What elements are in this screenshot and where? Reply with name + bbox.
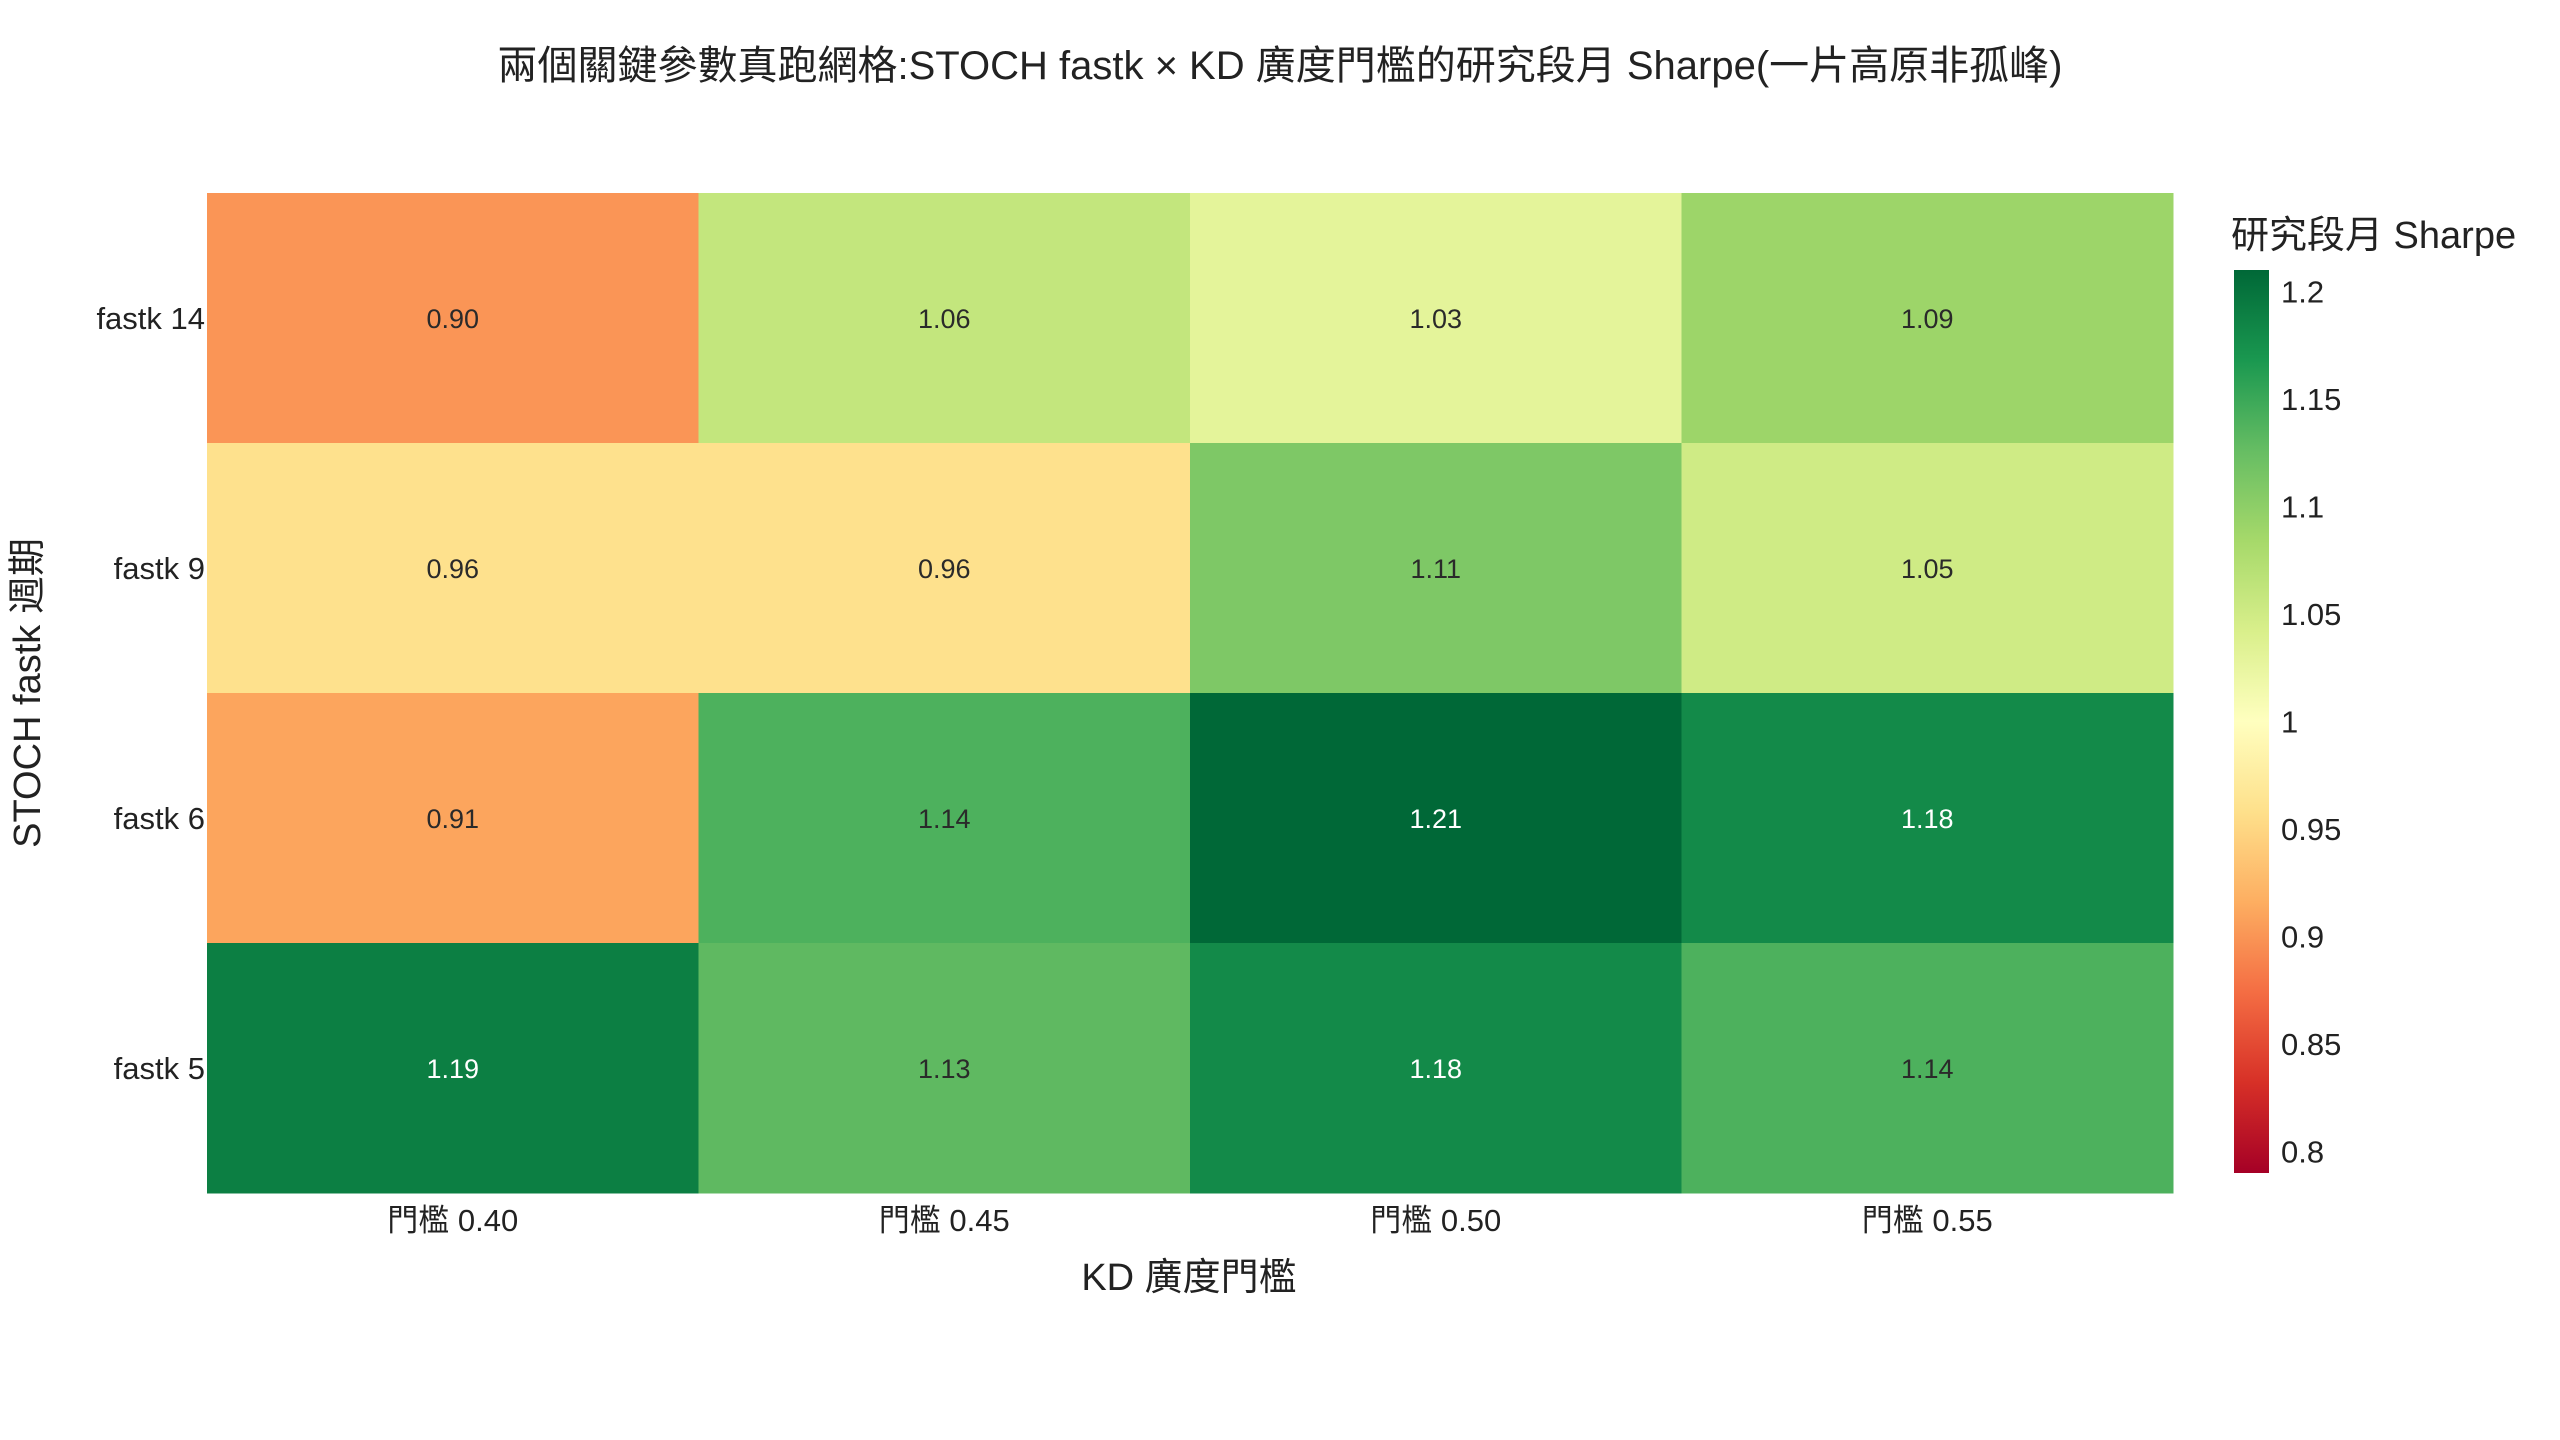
heatmap-cells [207,193,2174,1194]
colorbar-tick-label: 1 [2281,705,2298,740]
heatmap-cell [698,443,1191,694]
cell-value-label: 0.96 [918,554,971,584]
cell-value-label: 1.19 [426,1054,479,1084]
heatmap-cell [1681,193,2174,444]
colorbar-tick-label: 1.15 [2281,382,2341,417]
heatmap-cell-labels: 0.90 1.06 1.03 1.09 0.96 0.96 1.11 1.05 0.91 1.14… [426,304,1953,1084]
heatmap-cell [207,193,699,444]
cell-value-label: 1.03 [1409,304,1462,334]
x-tick-label: 門檻 0.50 [1370,1203,1501,1238]
heatmap-cell [1681,943,2174,1194]
cell-value-label: 1.18 [1409,1054,1462,1084]
heatmap-cell [1190,443,1682,694]
cell-value-label: 0.91 [426,804,479,834]
colorbar-tick-label: 0.9 [2281,920,2324,955]
heatmap-cell [1190,193,1682,444]
heatmap-cell [698,943,1191,1194]
x-tick-label: 門檻 0.55 [1862,1203,1993,1238]
heatmap-cell [1190,693,1682,944]
cell-value-label: 1.14 [1901,1054,1954,1084]
colorbar: 研究段月 Sharpe 0.8 0.85 0.9 0.95 1 1.05 1.1 1.15 1.… [2231,215,2516,1173]
cell-value-label: 1.18 [1901,804,1954,834]
colorbar-ticks: 0.8 0.85 0.9 0.95 1 1.05 1.1 1.15 1.2 [2281,275,2341,1170]
y-tick-label: fastk 6 [114,801,205,836]
cell-value-label: 1.05 [1901,554,1954,584]
x-axis-ticks: 門檻 0.40 門檻 0.45 門檻 0.50 門檻 0.55 [387,1203,1992,1238]
y-tick-label: fastk 5 [114,1051,205,1086]
heatmap-cell [207,443,699,694]
heatmap-cell [698,693,1191,944]
colorbar-tick-label: 0.8 [2281,1135,2324,1170]
heatmap-cell [207,693,699,944]
x-axis-title: KD 廣度門檻 [1081,1257,1296,1299]
cell-value-label: 1.13 [918,1054,971,1084]
x-tick-label: 門檻 0.40 [387,1203,518,1238]
heatmap-cell [1681,693,2174,944]
heatmap-cell [1681,443,2174,694]
cell-value-label: 1.06 [918,304,971,334]
x-tick-label: 門檻 0.45 [879,1203,1010,1238]
colorbar-tick-label: 0.85 [2281,1027,2341,1062]
cell-value-label: 0.96 [426,554,479,584]
colorbar-tick-label: 1.05 [2281,597,2341,632]
chart-title: 兩個關鍵參數真跑網格:STOCH fastk × KD 廣度門檻的研究段月 Sh… [498,44,2063,88]
cell-value-label: 0.90 [426,304,479,334]
colorbar-tick-label: 0.95 [2281,812,2341,847]
cell-value-label: 1.09 [1901,304,1954,334]
colorbar-gradient [2234,270,2269,1173]
y-axis-title: STOCH fastk 週期 [7,538,49,848]
colorbar-tick-label: 1.2 [2281,275,2324,310]
cell-value-label: 1.14 [918,804,971,834]
heatmap-cell [1190,943,1682,1194]
y-tick-label: fastk 9 [114,551,205,586]
colorbar-title: 研究段月 Sharpe [2231,215,2516,257]
y-tick-label: fastk 14 [96,301,205,336]
heatmap-cell [698,193,1191,444]
cell-value-label: 1.11 [1410,554,1461,584]
y-axis-ticks: fastk 14 fastk 9 fastk 6 fastk 5 [96,301,205,1086]
heatmap-cell [207,943,699,1194]
cell-value-label: 1.21 [1409,804,1462,834]
colorbar-tick-label: 1.1 [2281,490,2324,525]
